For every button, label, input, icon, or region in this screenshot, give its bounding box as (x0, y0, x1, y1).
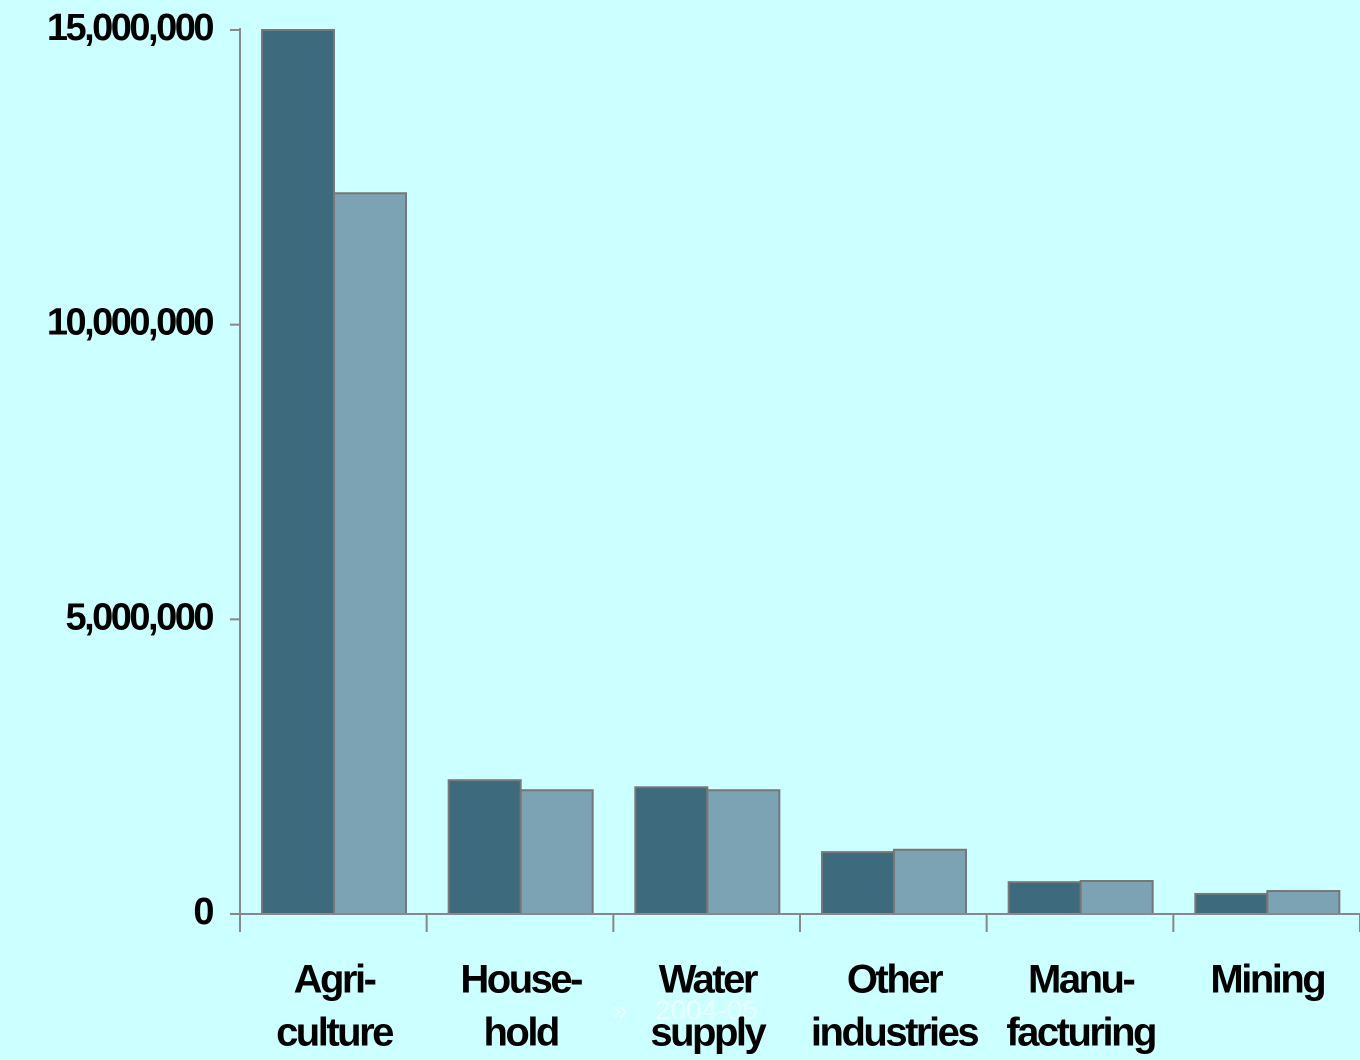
bar (893, 848, 967, 916)
x-tick-label: culture (276, 1011, 393, 1055)
x-tick-label: industries (811, 1011, 978, 1055)
x-tick-label: facturing (1006, 1011, 1155, 1055)
bar (519, 789, 594, 915)
x-tick-label: Water (659, 958, 758, 1002)
x-tick-label: Manu- (1028, 958, 1134, 1002)
y-tick-label: 5,000,000 (65, 596, 213, 638)
bar (1079, 879, 1154, 915)
x-tick-label: supply (650, 1011, 767, 1055)
y-tick-label: 0 (193, 891, 213, 933)
legend-marker: » (612, 994, 628, 1025)
x-tick-label: hold (483, 1011, 557, 1055)
x-tick-label: House- (460, 958, 582, 1002)
bar (634, 786, 709, 915)
bar (1007, 881, 1082, 916)
bar (1266, 890, 1341, 915)
bar (333, 192, 407, 915)
y-tick-label: 15,000,000 (47, 7, 214, 49)
x-tick-label: Other (847, 958, 943, 1002)
y-tick-label: 10,000,000 (47, 302, 214, 344)
bar (447, 779, 522, 915)
x-tick-label: Mining (1210, 958, 1324, 1002)
bar (261, 29, 335, 915)
x-tick-label: Agri- (294, 958, 376, 1002)
bar (706, 789, 781, 915)
bar (821, 851, 895, 915)
legend-label: 2004-05 (655, 994, 758, 1025)
bar (1194, 892, 1269, 915)
